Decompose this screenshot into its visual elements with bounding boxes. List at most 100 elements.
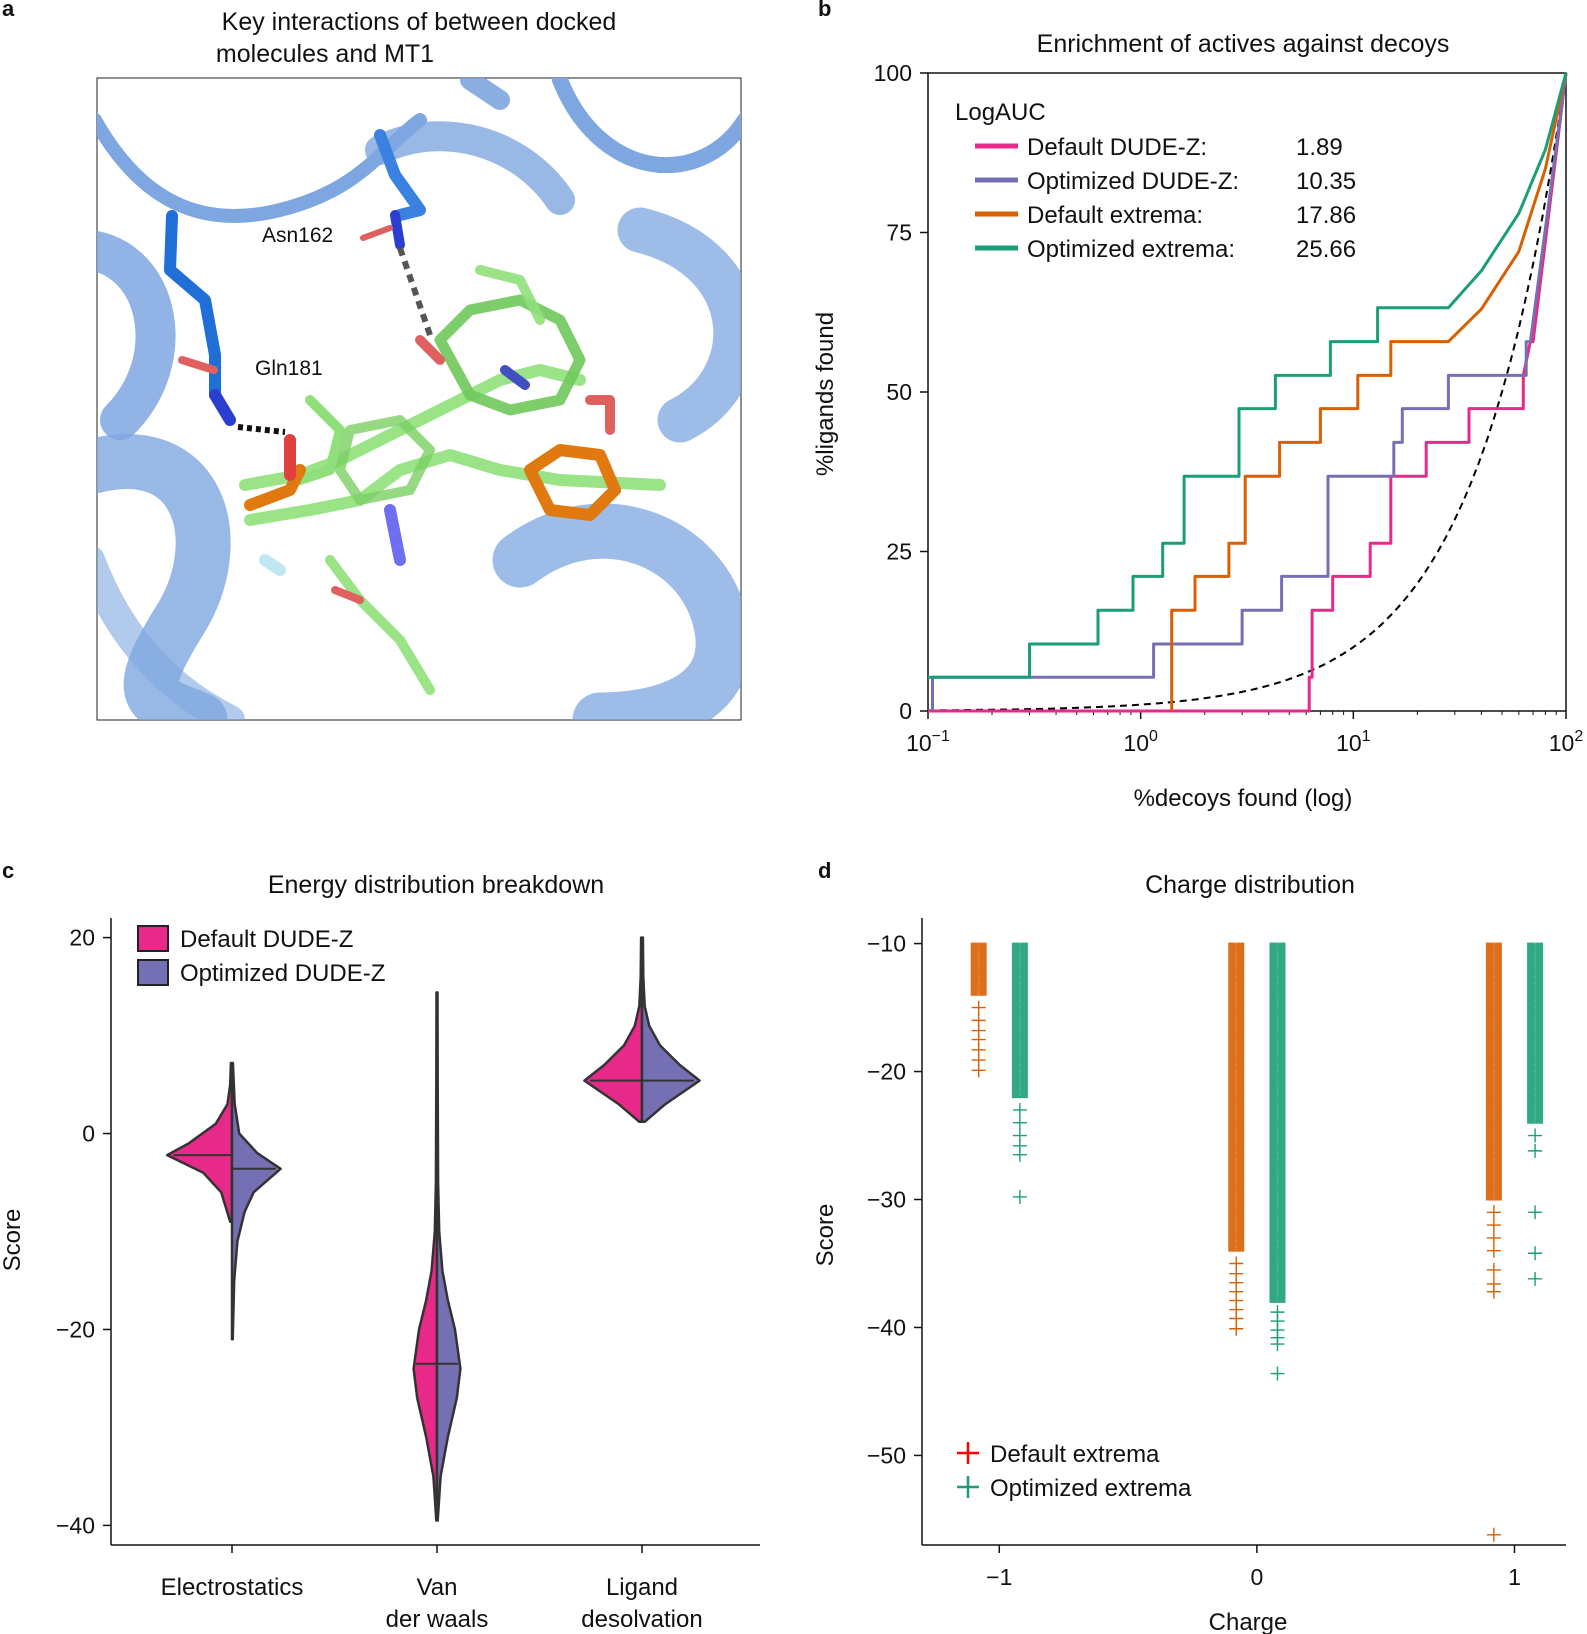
x-tick-label: 10−1: [906, 728, 950, 756]
legend-value: 25.66: [1296, 236, 1356, 263]
point-marker: [1528, 1246, 1543, 1261]
panel-c-letter: c: [2, 858, 14, 883]
x-tick-label: 101: [1336, 728, 1371, 756]
hbond-gln181: [237, 424, 286, 435]
y-tick-label: 50: [886, 379, 912, 405]
panel-b-letter: b: [818, 0, 831, 21]
enrichment-chart: Enrichment of actives against decoys %de…: [812, 30, 1583, 812]
energy-title: Energy distribution breakdown: [268, 871, 604, 899]
x-tick-label: 0: [1250, 1564, 1263, 1590]
violin-optimized-half: [640, 936, 701, 1124]
energy-chart: Energy distribution breakdown Score −40 −…: [0, 871, 760, 1633]
panel-d-letter: d: [818, 858, 831, 883]
y-tick-label: 75: [886, 220, 912, 246]
dense-markers: [1011, 942, 1028, 1099]
charge-legend: Default extrema Optimized extrema: [957, 1441, 1192, 1502]
charge-title: Charge distribution: [1145, 871, 1355, 899]
point-marker: [1012, 1189, 1027, 1204]
point-marker: [1486, 1218, 1501, 1233]
point-marker: [1528, 1205, 1543, 1220]
x-tick-label: Electrostatics: [161, 1574, 304, 1601]
y-tick-label: −20: [56, 1316, 95, 1342]
label-gln181: Gln181: [255, 357, 323, 380]
point-marker: [1270, 1366, 1285, 1381]
residue-sticks: [164, 129, 426, 426]
point-marker: [1486, 1262, 1501, 1277]
charge-points: [970, 942, 1544, 1542]
point-marker: [971, 1063, 986, 1078]
x-tick-label: der waals: [386, 1606, 489, 1633]
enrichment-ylabel: %ligands found: [812, 312, 839, 476]
point-marker: [1486, 1205, 1501, 1220]
point-marker: [1012, 1102, 1027, 1117]
legend-marker: [957, 1442, 979, 1464]
violin-default-half: [412, 991, 439, 1522]
violin-optimized-half: [230, 1061, 282, 1341]
x-tick-label: desolvation: [581, 1606, 702, 1633]
energy-violins: [165, 936, 701, 1522]
enrichment-legend-title: LogAUC: [955, 99, 1046, 126]
energy-ylabel: Score: [0, 1209, 26, 1272]
y-tick-label: −50: [867, 1442, 906, 1468]
point-marker: [1012, 1115, 1027, 1130]
x-tick-label: Van: [417, 1574, 458, 1601]
point-marker: [1528, 1128, 1543, 1143]
series-line: [928, 72, 1568, 679]
point-marker: [1486, 1527, 1501, 1542]
y-tick-label: 0: [899, 698, 912, 724]
legend-label: Default DUDE-Z:: [1027, 134, 1207, 161]
y-tick-label: −40: [56, 1512, 95, 1538]
legend-label: Optimized DUDE-Z: [180, 960, 385, 987]
y-tick-label: −10: [867, 931, 906, 957]
charge-chart: Charge distribution Charge Score −50 −40 −…: [812, 871, 1566, 1634]
dense-markers: [1527, 942, 1544, 1124]
dense-markers: [970, 942, 987, 996]
legend-label: Default extrema: [990, 1441, 1160, 1468]
label-asn162: Asn162: [262, 224, 333, 247]
enrichment-lines: [927, 72, 1568, 713]
docking-structure-image: Asn162 Gln181: [96, 77, 742, 721]
enrichment-frame: [927, 72, 1567, 712]
legend-value: 1.89: [1296, 134, 1343, 161]
x-tick-label: Ligand: [606, 1574, 678, 1601]
enrichment-xlabel: %decoys found (log): [1134, 785, 1353, 812]
dense-markers: [1485, 942, 1502, 1201]
x-tick-label: 1: [1508, 1564, 1521, 1590]
charge-xlabel: Charge: [1209, 1609, 1288, 1634]
charge-ticks: −50−40−30−20−10−1 0 1: [867, 918, 1566, 1590]
random-line: [927, 72, 1567, 712]
series-line: [1170, 72, 1568, 711]
violin-default-half: [165, 1061, 234, 1223]
legend-swatch: [137, 959, 169, 986]
violin-optimized-half: [435, 991, 462, 1522]
energy-legend: Default DUDE-Z Optimized DUDE-Z: [137, 925, 385, 987]
ligand-sticks: [239, 265, 666, 695]
y-tick-label: 20: [69, 925, 95, 951]
point-marker: [1528, 1143, 1543, 1158]
panel-a-title-line1: Key interactions of between docked: [222, 8, 617, 36]
point-marker: [1486, 1243, 1501, 1258]
legend-value: 10.35: [1296, 168, 1356, 195]
y-tick-label: 0: [82, 1121, 95, 1147]
point-marker: [1270, 1337, 1285, 1352]
point-marker: [1486, 1284, 1501, 1299]
series-line: [931, 72, 1568, 711]
legend-label: Optimized extrema:: [1027, 236, 1235, 263]
legend-label: Optimized DUDE-Z:: [1027, 168, 1239, 195]
y-tick-label: 100: [874, 60, 912, 86]
legend-value: 17.86: [1296, 202, 1356, 229]
y-tick-label: −40: [867, 1314, 906, 1340]
point-marker: [1012, 1147, 1027, 1162]
enrichment-title: Enrichment of actives against decoys: [1037, 30, 1450, 58]
hbond-asn162: [397, 247, 433, 336]
enrichment-legend: Default DUDE-Z: 1.89 Optimized DUDE-Z: 10.3…: [975, 134, 1356, 263]
legend-label: Default extrema:: [1027, 202, 1203, 229]
legend-label: Default DUDE-Z: [180, 926, 353, 953]
dense-markers: [1228, 942, 1245, 1252]
point-marker: [1486, 1230, 1501, 1245]
charge-ylabel: Score: [812, 1204, 839, 1267]
panel-a-letter: a: [2, 0, 15, 21]
dense-markers: [1269, 942, 1286, 1303]
point-marker: [971, 1000, 986, 1015]
